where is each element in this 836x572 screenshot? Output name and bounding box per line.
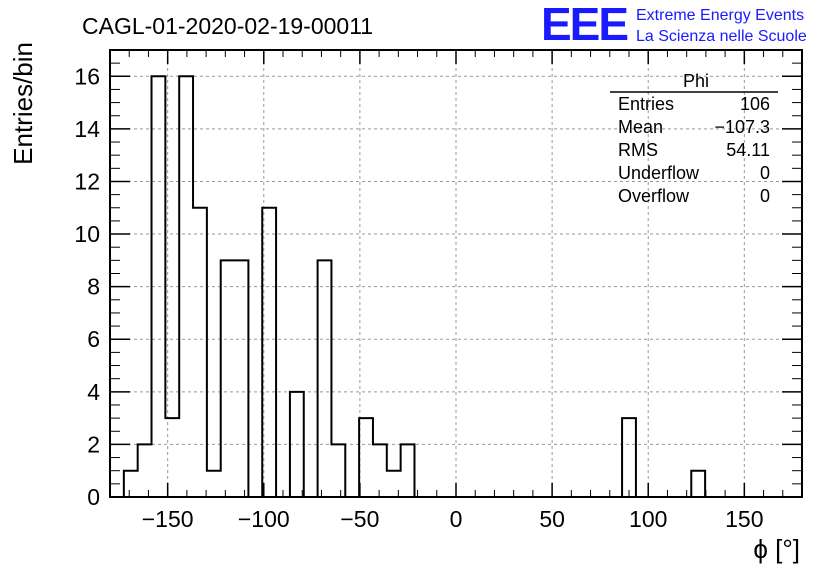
y-tick-label: 6 (87, 326, 100, 352)
histogram-bin (138, 444, 152, 497)
histogram-bin (622, 418, 636, 497)
stats-label: Overflow (618, 186, 690, 206)
histogram-outline (621, 417, 637, 497)
histogram-bin (691, 471, 705, 497)
logo-line-1: Extreme Energy Events (636, 7, 804, 24)
histogram-bin (331, 444, 345, 497)
x-tick-label: −100 (238, 506, 290, 532)
histogram-bin (401, 444, 415, 497)
histogram-outline (690, 469, 707, 497)
logo-line-2: La Scienza nelle Scuole (636, 28, 807, 45)
histogram-bin (221, 260, 235, 497)
histogram-bin (373, 444, 387, 497)
stats-value: 0 (760, 186, 770, 206)
chart-title: CAGL-01-2020-02-19-00011 (82, 13, 373, 39)
y-axis-title: Entries/bin (8, 42, 38, 165)
histogram-bin (124, 471, 138, 497)
tick-labels: −150 −100 −50 0 50 100 150 0 2 4 6 8 10 12 14 16 (74, 63, 763, 532)
x-tick-label: 150 (725, 506, 763, 532)
stats-label: Entries (618, 94, 674, 114)
logo: EEE Extreme Energy Events La Scienza nel… (541, 0, 807, 50)
stats-label: RMS (618, 140, 658, 160)
logo-mark: EEE (541, 0, 627, 50)
x-tick-label: 50 (539, 506, 565, 532)
y-tick-label: 14 (74, 116, 100, 142)
histogram-bin (359, 418, 373, 497)
y-tick-label: 2 (87, 431, 100, 457)
histogram-bars (122, 75, 707, 498)
histogram-bin (318, 260, 332, 497)
x-tick-label: 0 (450, 506, 463, 532)
stats-label: Mean (618, 117, 663, 137)
stats-value: 0 (760, 163, 770, 183)
y-tick-label: 10 (74, 221, 100, 247)
x-tick-label: −50 (340, 506, 379, 532)
x-tick-label: 100 (629, 506, 667, 532)
y-tick-label: 16 (74, 63, 100, 89)
x-axis-title: ϕ [°] (753, 534, 800, 564)
histogram-bin (235, 260, 249, 497)
y-tick-label: 8 (87, 274, 100, 300)
stats-value: −107.3 (714, 117, 770, 137)
y-tick-label: 4 (87, 379, 100, 405)
stats-title: Phi (683, 71, 709, 91)
stats-value: 54.11 (726, 140, 770, 160)
stats-rows: Entries 106 Mean −107.3 RMS 54.11 Underflow 0 Ov… (618, 94, 770, 206)
stats-label: Underflow (618, 163, 700, 183)
histogram-bin (207, 471, 221, 497)
histogram-outline (122, 75, 416, 498)
histogram-bin (262, 208, 276, 497)
stats-box: Phi Entries 106 Mean −107.3 RMS 54.11 Underflo… (610, 71, 778, 206)
x-tick-label: −150 (142, 506, 194, 532)
histogram-bin (193, 208, 207, 497)
grid-lines (110, 50, 802, 497)
axis-ticks (109, 49, 803, 498)
stats-value: 106 (740, 94, 770, 114)
y-tick-label: 12 (74, 168, 100, 194)
y-tick-label: 0 (87, 484, 100, 510)
